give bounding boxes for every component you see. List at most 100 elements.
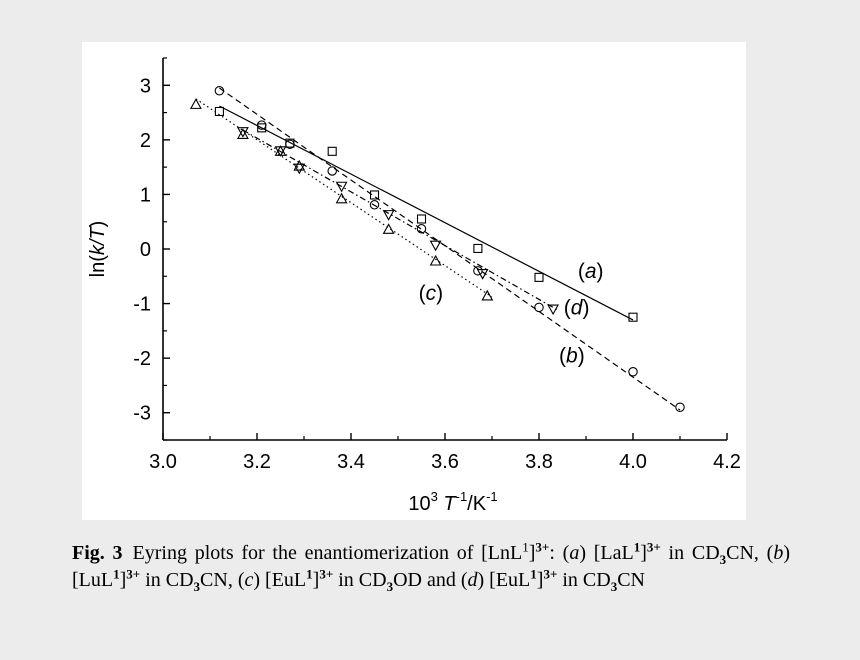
data-point-square	[416, 214, 427, 224]
caption-fragment: 1	[633, 539, 641, 555]
caption-fragment: ) [EuL	[253, 569, 307, 591]
figure-caption: Fig. 3 Eyring plots for the enantiomeriza…	[72, 540, 790, 594]
x-tick-label: 3.0	[149, 451, 177, 473]
caption-fragment: 3	[610, 579, 618, 594]
caption-fragment: ) [LuL	[72, 542, 791, 591]
data-point-triangle-up	[429, 254, 442, 266]
data-point-square	[257, 123, 267, 133]
series-label-letter: a	[585, 260, 597, 283]
data-point-triangle-down	[335, 181, 348, 193]
series-label-paren: (	[419, 282, 426, 305]
caption-fragment: ]	[119, 569, 127, 591]
fit-line-circle	[219, 87, 681, 411]
series-label-letter: c	[426, 282, 437, 305]
caption-text: Eyring plots for the enantiomerization o…	[72, 539, 791, 594]
data-point-circle	[327, 166, 337, 176]
x-tick-label: 4.0	[619, 451, 647, 473]
data-point-triangle-down	[547, 304, 560, 316]
data-point-triangle-down	[274, 146, 287, 157]
series-label-paren: )	[578, 345, 585, 368]
data-point-circle	[214, 85, 225, 96]
y-tick-label: -3	[133, 403, 151, 425]
data-point-triangle-up	[382, 223, 395, 234]
y-tick-label: -2	[133, 348, 151, 370]
data-point-circle	[416, 224, 427, 234]
series-label-paren: (	[578, 260, 585, 283]
caption-fragment: in CD	[333, 569, 387, 591]
data-point-triangle-up	[481, 289, 494, 301]
data-point-triangle-down	[236, 127, 249, 138]
caption-fragment: a	[569, 542, 580, 564]
caption-fragment: CN, (	[200, 569, 245, 591]
data-point-triangle-up	[293, 159, 306, 171]
y-tick-label: -1	[133, 294, 151, 316]
series-label-letter: b	[566, 345, 578, 368]
caption-fragment: Eyring plots for the enantiomerization o…	[132, 542, 523, 564]
x-tick-label: 3.8	[525, 451, 553, 473]
caption-fragment: 3+	[319, 566, 334, 582]
y-axis-label: ln(k/T)	[87, 221, 109, 278]
y-label-part: ln(	[87, 255, 109, 278]
x-tick-label: 3.4	[337, 451, 365, 473]
data-point-circle	[534, 302, 544, 313]
data-point-square	[473, 243, 483, 254]
x-label-base: 10	[408, 493, 430, 515]
data-point-circle	[256, 120, 267, 130]
caption-fragment: 3+	[646, 539, 661, 555]
caption-fragment: in CD	[660, 542, 720, 564]
caption-fragment: ]	[312, 569, 320, 591]
series-label: (d)	[564, 296, 590, 319]
series-label: (b)	[559, 345, 585, 368]
data-point-triangle-down	[293, 163, 306, 175]
caption-fragment: 1	[522, 539, 529, 555]
caption-fragment: 3	[719, 552, 727, 567]
caption-fragment: 3+	[126, 566, 141, 582]
caption-fragment: : (	[549, 542, 570, 564]
data-point-square	[369, 190, 380, 200]
caption-fragment: in CD	[557, 569, 611, 591]
data-point-triangle-down	[476, 269, 489, 280]
series-label-paren: (	[559, 345, 566, 368]
series-label-paren: )	[597, 260, 604, 283]
caption-fragment: c	[244, 569, 254, 591]
caption-fragment: ]	[528, 542, 536, 564]
y-tick-label: 0	[140, 239, 151, 261]
y-tick-label: 1	[140, 184, 151, 206]
x-label-unit: /K	[467, 493, 487, 515]
data-point-triangle-up	[335, 192, 348, 204]
series-label: (a)	[578, 260, 604, 283]
x-label-exp: -1	[486, 489, 498, 504]
caption-fragment: CN	[617, 569, 646, 591]
x-tick-label: 3.2	[243, 451, 271, 473]
caption-fragment: in CD	[140, 569, 194, 591]
caption-fragment: 3+	[535, 539, 550, 555]
series-label-paren: )	[436, 282, 443, 305]
x-label-exp: -1	[456, 489, 468, 504]
data-point-circle	[675, 402, 685, 413]
x-label-var: T	[438, 493, 458, 515]
caption-fragment: OD and (	[393, 569, 468, 591]
plot-panel: 3.0 3.2 3.4 3.6 3.8 4.0 4.2 -3 -2 -1 0 1 2 3 103 T-1/K…	[82, 42, 746, 520]
series-label: (c)	[419, 282, 444, 305]
x-axis-label: 103 T-1/K-1	[408, 489, 497, 515]
x-label-exp: 3	[431, 489, 438, 504]
caption-fragment: ) [EuL	[477, 569, 531, 591]
caption-fragment: 1	[530, 566, 537, 582]
fit-line-square	[219, 105, 634, 321]
data-point-triangle-up	[236, 128, 249, 139]
caption-fragment: ]	[640, 542, 647, 564]
y-label-part: )	[87, 221, 109, 228]
data-point-triangle-up	[274, 145, 287, 156]
caption-fragment: b	[773, 542, 784, 564]
caption-fragment: CN, (	[726, 542, 774, 564]
caption-fragment: ) [LaL	[579, 542, 634, 564]
data-point-circle	[285, 139, 295, 149]
x-tick-label: 4.2	[713, 451, 741, 473]
data-point-circle	[628, 367, 638, 377]
caption-fragment: 1	[113, 566, 120, 582]
x-tick-label: 3.6	[431, 451, 459, 473]
caption-fragment: 3	[193, 579, 201, 594]
caption-fragment: 1	[306, 566, 313, 582]
series-label-paren: )	[582, 296, 589, 319]
